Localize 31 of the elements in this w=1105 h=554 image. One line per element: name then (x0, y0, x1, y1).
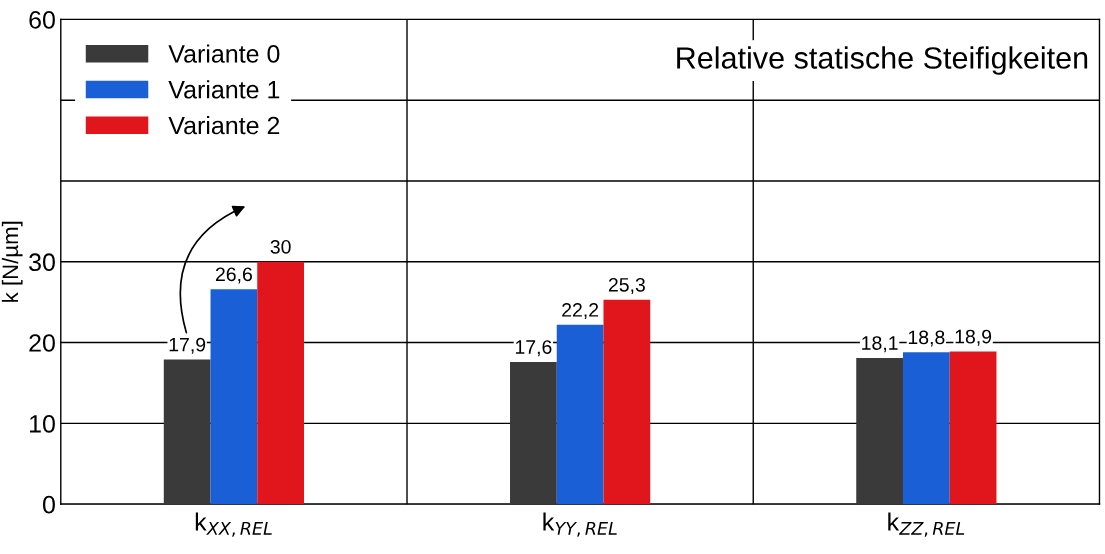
bar (163, 359, 211, 505)
y-tick-label: 60 (29, 10, 55, 29)
legend-label: Variante 2 (168, 116, 280, 135)
data-label: 17,9 (169, 337, 206, 354)
text: Relative statische Steifigkeiten (677, 46, 1088, 75)
data-label: 26,6 (215, 267, 252, 284)
x-tick-label: k$_{XX,REL}$ (195, 512, 272, 537)
data-label: 30 (270, 239, 291, 254)
x-tick-label: k$_{ZZ,REL}$ (888, 512, 965, 537)
legend-label: Variante 0 (168, 44, 280, 63)
bar (510, 361, 557, 505)
data-label: 17,6 (515, 340, 552, 357)
y-tick-label: 30 (29, 253, 55, 272)
y-tick-label: 0 (42, 495, 55, 514)
data-label: 18,8 (908, 330, 945, 347)
bar (210, 289, 258, 505)
bar (902, 352, 950, 505)
y-tick-label: 20 (29, 334, 55, 352)
data-label: 25,3 (608, 277, 645, 295)
x-tick-label: k$_{YY,REL}$ (543, 512, 617, 537)
data-label: 18,9 (955, 329, 992, 346)
bar (949, 351, 997, 505)
bar (556, 324, 604, 505)
bar (603, 299, 651, 505)
data-label: 22,2 (562, 303, 599, 320)
data-label: 18,1 (862, 336, 898, 353)
legend-label: Variante 1 (168, 80, 280, 99)
bar (257, 261, 304, 505)
bar (856, 357, 903, 505)
y-tick-label: 10 (30, 414, 55, 433)
y-axis-title: k [N/µm] (1, 221, 23, 302)
